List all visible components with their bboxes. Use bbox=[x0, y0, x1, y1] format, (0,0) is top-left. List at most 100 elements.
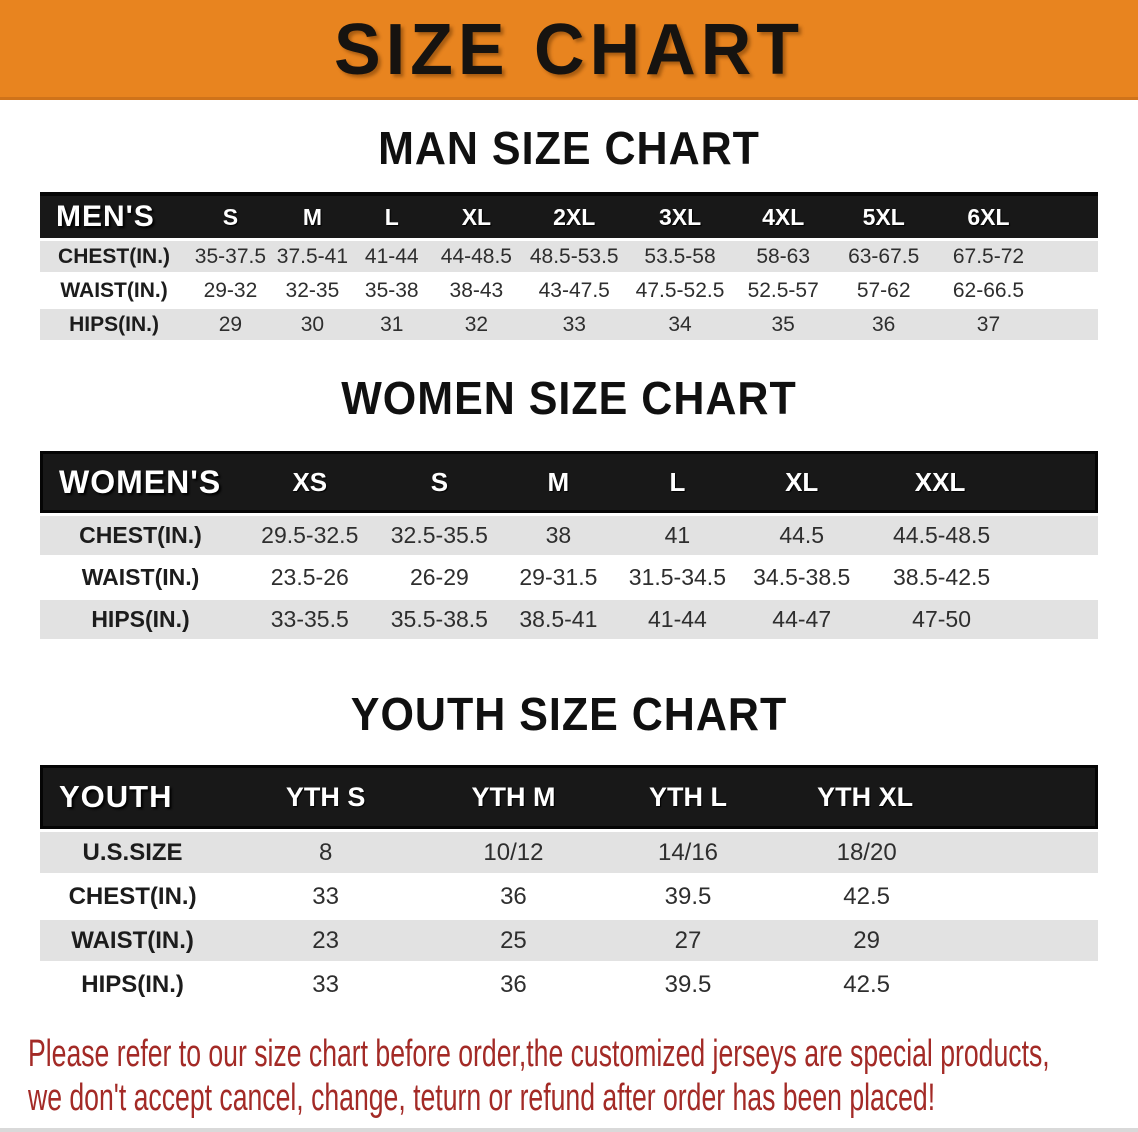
measurement-value: 41-44 bbox=[616, 600, 739, 639]
measurement-value: 44-48.5 bbox=[431, 241, 522, 272]
measurement-row: HIPS(IN.) 33-35.5 35.5-38.5 38.5-41 41-44 44-… bbox=[40, 600, 1098, 639]
table-group-label: WOMEN'S bbox=[40, 451, 242, 513]
women-header-row: WOMEN'S XS S M L XL XXL bbox=[40, 451, 1098, 513]
measurement-label: WAIST(IN.) bbox=[40, 558, 242, 597]
size-column-header: S bbox=[378, 451, 501, 513]
measurement-value: 29 bbox=[188, 309, 273, 340]
disclaimer-line-1: Please refer to our size chart before or… bbox=[28, 1033, 1050, 1075]
measurement-value: 41 bbox=[616, 516, 739, 555]
measurement-value: 62-66.5 bbox=[933, 275, 1098, 306]
measurement-value: 44.5 bbox=[738, 516, 866, 555]
measurement-value: 32.5-35.5 bbox=[378, 516, 501, 555]
measurement-value: 31 bbox=[352, 309, 432, 340]
size-column-header: M bbox=[500, 451, 617, 513]
banner-title: SIZE CHART bbox=[334, 7, 804, 90]
size-column-header: 4XL bbox=[732, 192, 834, 238]
measurement-value: 33 bbox=[225, 964, 427, 1005]
measurement-value: 25 bbox=[426, 920, 601, 961]
measurement-value: 32 bbox=[431, 309, 522, 340]
measurement-value: 34.5-38.5 bbox=[738, 558, 866, 597]
measurement-value: 44.5-48.5 bbox=[865, 516, 1098, 555]
measurement-value: 23 bbox=[225, 920, 427, 961]
measurement-value: 34 bbox=[627, 309, 733, 340]
measurement-value: 33 bbox=[521, 309, 628, 340]
size-column-header: 5XL bbox=[833, 192, 934, 238]
measurement-row: CHEST(IN.) 35-37.5 37.5-41 41-44 44-48.5 48.5… bbox=[40, 241, 1098, 272]
size-column-header: XXL bbox=[865, 451, 1098, 513]
measurement-row: CHEST(IN.) 33 36 39.5 42.5 bbox=[40, 876, 1098, 917]
size-chart-banner: SIZE CHART bbox=[0, 0, 1138, 100]
measurement-label: CHEST(IN.) bbox=[40, 516, 242, 555]
measurement-value: 67.5-72 bbox=[933, 241, 1098, 272]
size-column-header: XS bbox=[241, 451, 379, 513]
table-group-label: YOUTH bbox=[40, 765, 226, 829]
measurement-value: 31.5-34.5 bbox=[616, 558, 739, 597]
measurement-value: 41-44 bbox=[352, 241, 432, 272]
measurement-label: WAIST(IN.) bbox=[40, 275, 189, 306]
measurement-value: 33-35.5 bbox=[241, 600, 379, 639]
size-column-header: XL bbox=[738, 451, 866, 513]
measurement-value: 29 bbox=[775, 920, 1098, 961]
measurement-row: HIPS(IN.) 33 36 39.5 42.5 bbox=[40, 964, 1098, 1005]
measurement-row: HIPS(IN.) 29 30 31 32 33 34 35 36 37 bbox=[40, 309, 1098, 340]
measurement-value: 58-63 bbox=[732, 241, 834, 272]
measurement-value: 14/16 bbox=[600, 832, 776, 873]
women-size-table: WOMEN'S XS S M L XL XXL CHEST(IN.) 29.5-32.5 32.… bbox=[40, 448, 1098, 642]
youth-header-row: YOUTH YTH S YTH M YTH L YTH XL bbox=[40, 765, 1098, 829]
measurement-row: WAIST(IN.) 23.5-26 26-29 29-31.5 31.5-34.5 34… bbox=[40, 558, 1098, 597]
measurement-value: 23.5-26 bbox=[241, 558, 379, 597]
measurement-row: U.S.SIZE 8 10/12 14/16 18/20 bbox=[40, 832, 1098, 873]
measurement-value: 35-38 bbox=[352, 275, 432, 306]
measurement-label: WAIST(IN.) bbox=[40, 920, 226, 961]
size-column-header: 6XL bbox=[933, 192, 1098, 238]
size-column-header: XL bbox=[431, 192, 522, 238]
measurement-value: 36 bbox=[833, 309, 934, 340]
measurement-label: HIPS(IN.) bbox=[40, 600, 242, 639]
disclaimer-note: Please refer to our size chart before or… bbox=[0, 1032, 1050, 1120]
size-column-header: YTH S bbox=[225, 765, 427, 829]
bottom-divider bbox=[0, 1128, 1138, 1132]
measurement-value: 38-43 bbox=[431, 275, 522, 306]
measurement-value: 44-47 bbox=[738, 600, 866, 639]
measurement-value: 32-35 bbox=[272, 275, 353, 306]
measurement-value: 29-31.5 bbox=[500, 558, 617, 597]
measurement-value: 33 bbox=[225, 876, 427, 917]
table-group-label: MEN'S bbox=[40, 192, 189, 238]
measurement-row: WAIST(IN.) 23 25 27 29 bbox=[40, 920, 1098, 961]
measurement-label: CHEST(IN.) bbox=[40, 876, 226, 917]
size-column-header: YTH L bbox=[600, 765, 776, 829]
measurement-value: 57-62 bbox=[833, 275, 934, 306]
measurement-value: 37.5-41 bbox=[272, 241, 353, 272]
youth-section-heading: YOUTH SIZE CHART bbox=[350, 689, 788, 741]
size-column-header: 3XL bbox=[627, 192, 733, 238]
measurement-value: 30 bbox=[272, 309, 353, 340]
measurement-value: 35-37.5 bbox=[188, 241, 273, 272]
measurement-value: 29.5-32.5 bbox=[241, 516, 379, 555]
measurement-value: 42.5 bbox=[775, 876, 1098, 917]
measurement-value: 48.5-53.5 bbox=[521, 241, 628, 272]
disclaimer-line-2: we don't accept cancel, change, teturn o… bbox=[28, 1077, 936, 1119]
men-header-row: MEN'S S M L XL 2XL 3XL 4XL 5XL 6XL bbox=[40, 192, 1098, 238]
measurement-value: 8 bbox=[225, 832, 427, 873]
measurement-label: HIPS(IN.) bbox=[40, 964, 226, 1005]
measurement-row: CHEST(IN.) 29.5-32.5 32.5-35.5 38 41 44.5 44.5… bbox=[40, 516, 1098, 555]
measurement-value: 42.5 bbox=[775, 964, 1098, 1005]
measurement-value: 26-29 bbox=[378, 558, 501, 597]
measurement-value: 27 bbox=[600, 920, 776, 961]
measurement-value: 39.5 bbox=[600, 964, 776, 1005]
measurement-value: 38.5-42.5 bbox=[865, 558, 1098, 597]
measurement-value: 38.5-41 bbox=[500, 600, 617, 639]
men-section-heading: MAN SIZE CHART bbox=[378, 123, 760, 175]
measurement-value: 53.5-58 bbox=[627, 241, 733, 272]
size-column-header: M bbox=[272, 192, 353, 238]
measurement-value: 38 bbox=[500, 516, 617, 555]
size-column-header: YTH M bbox=[426, 765, 601, 829]
women-section-heading: WOMEN SIZE CHART bbox=[341, 373, 797, 425]
measurement-value: 52.5-57 bbox=[732, 275, 834, 306]
size-column-header: YTH XL bbox=[775, 765, 1098, 829]
measurement-value: 37 bbox=[933, 309, 1098, 340]
measurement-value: 10/12 bbox=[426, 832, 601, 873]
measurement-value: 35.5-38.5 bbox=[378, 600, 501, 639]
measurement-value: 18/20 bbox=[775, 832, 1098, 873]
measurement-value: 63-67.5 bbox=[833, 241, 934, 272]
